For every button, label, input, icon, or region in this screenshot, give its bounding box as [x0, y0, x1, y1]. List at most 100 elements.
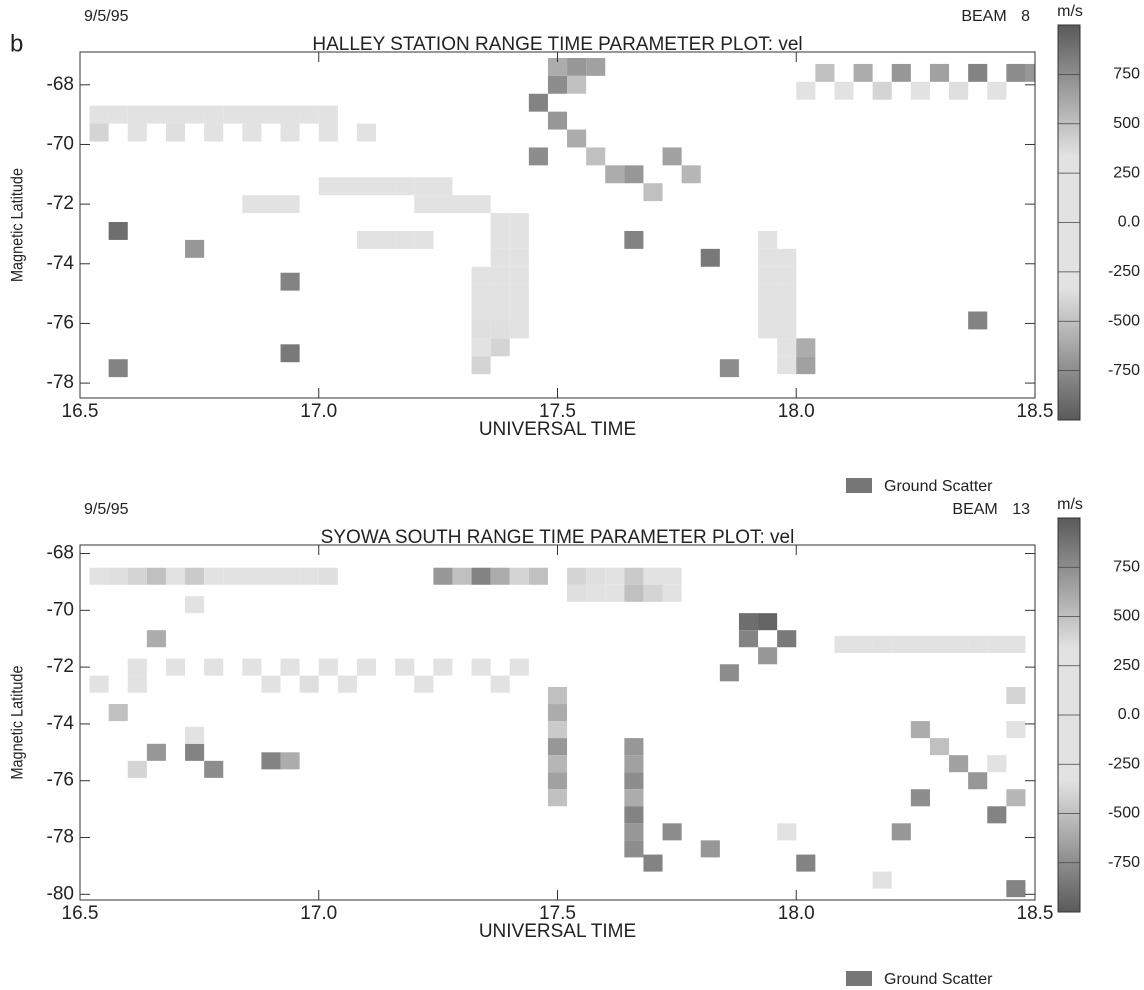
- cell: [1025, 63, 1035, 82]
- cell: [605, 584, 625, 602]
- cell: [567, 57, 587, 76]
- beam: BEAM 13: [952, 501, 1030, 518]
- chart-title: HALLEY STATION RANGE TIME PARAMETER PLOT…: [312, 34, 802, 55]
- cell: [471, 567, 491, 585]
- cell: [949, 81, 969, 100]
- cell: [949, 755, 969, 773]
- cell: [567, 129, 587, 148]
- cell: [758, 613, 778, 631]
- x-tick-label: 16.5: [62, 401, 99, 422]
- legend-swatch: [846, 971, 872, 986]
- cell: [624, 567, 644, 585]
- cell: [643, 854, 663, 872]
- cell: [185, 743, 205, 761]
- cell: [624, 584, 644, 602]
- colorbar-tick-label: -500: [1108, 805, 1140, 822]
- cell: [337, 177, 357, 196]
- cell: [185, 596, 205, 614]
- cell: [758, 302, 778, 321]
- cell: [547, 772, 568, 790]
- cell: [89, 675, 109, 693]
- cell: [146, 567, 166, 585]
- cell: [1006, 687, 1026, 705]
- cells: [89, 57, 1035, 378]
- y-tick-label: -70: [47, 599, 74, 620]
- cell: [719, 664, 739, 682]
- cell: [662, 584, 682, 602]
- cell: [586, 567, 606, 585]
- cell: [261, 195, 281, 214]
- cell: [528, 93, 548, 112]
- y-tick-label: -68: [47, 74, 74, 95]
- colorbar-label: m/s: [1057, 3, 1083, 20]
- cell: [127, 567, 147, 585]
- cell: [910, 81, 930, 100]
- cell: [490, 266, 510, 285]
- colorbar-tick-label: 500: [1113, 608, 1140, 625]
- x-tick-label: 18.0: [778, 401, 815, 422]
- cell: [624, 823, 644, 841]
- cell: [280, 123, 300, 142]
- cell: [433, 177, 453, 196]
- cell: [127, 123, 147, 142]
- cell: [299, 675, 319, 693]
- cell: [395, 230, 415, 249]
- cell: [777, 338, 797, 357]
- cell: [223, 567, 243, 585]
- cell: [547, 687, 568, 705]
- cell: [910, 721, 930, 739]
- chart-title: SYOWA SOUTH RANGE TIME PARAMETER PLOT: v…: [321, 527, 795, 548]
- cell: [586, 147, 606, 166]
- y-tick-label: -74: [47, 713, 75, 734]
- cell: [624, 789, 644, 807]
- cell: [700, 840, 720, 858]
- cell: [185, 726, 205, 744]
- cell: [490, 338, 510, 357]
- cell: [433, 195, 453, 214]
- y-tick-label: -78: [47, 372, 74, 393]
- cell: [987, 755, 1007, 773]
- cell: [280, 344, 300, 363]
- cell: [547, 789, 568, 807]
- cell: [185, 567, 205, 585]
- cell: [738, 630, 759, 648]
- x-axis-label: UNIVERSAL TIME: [479, 419, 636, 440]
- colorbar-tick-label: -250: [1108, 263, 1140, 280]
- cell: [414, 177, 434, 196]
- cell: [356, 658, 377, 676]
- cell: [318, 123, 338, 142]
- cell: [758, 266, 778, 285]
- cell: [89, 567, 109, 585]
- cell: [949, 635, 969, 653]
- cell: [719, 359, 739, 378]
- cell: [968, 635, 988, 653]
- cell: [261, 752, 281, 770]
- cell: [165, 567, 186, 585]
- cell: [204, 123, 224, 142]
- cell: [872, 871, 892, 889]
- cell: [624, 772, 644, 790]
- cell: [471, 284, 491, 303]
- cell: [490, 213, 510, 231]
- cell: [509, 230, 529, 249]
- cell: [108, 359, 128, 378]
- cell: [758, 647, 778, 665]
- cell: [624, 755, 644, 773]
- cell: [280, 105, 300, 124]
- cell: [777, 266, 797, 285]
- cell: [414, 230, 434, 249]
- cell: [547, 738, 568, 756]
- cell: [605, 567, 625, 585]
- y-tick-label: -76: [47, 312, 74, 333]
- cell: [624, 738, 644, 756]
- cell: [605, 165, 625, 184]
- cell: [834, 81, 854, 100]
- cell: [356, 123, 377, 142]
- cell: [337, 675, 357, 693]
- cell: [987, 635, 1007, 653]
- colorbar-tick-label: -500: [1108, 312, 1140, 329]
- x-tick-label: 17.5: [539, 401, 576, 422]
- y-tick-label: -74: [47, 253, 75, 274]
- cell: [318, 177, 338, 196]
